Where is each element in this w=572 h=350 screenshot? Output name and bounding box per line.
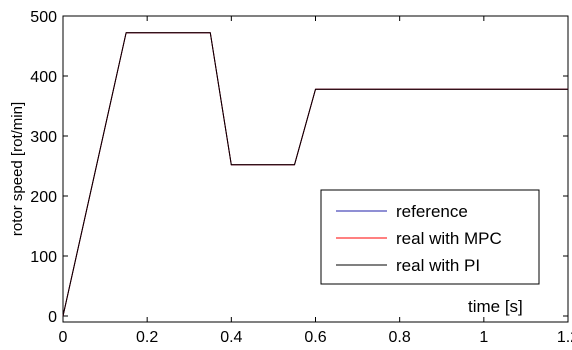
x-tick-label: 0: [59, 329, 68, 346]
series-layer: [62, 32, 568, 317]
x-axis: 0 0.2 0.4 0.6 0.8 1 1.2: [59, 16, 572, 346]
x-tick-label: 1.2: [557, 329, 572, 346]
legend-label-pi: real with PI: [396, 256, 480, 275]
legend-label-mpc: real with MPC: [396, 229, 502, 248]
series-line-pi: [62, 32, 568, 317]
x-axis-title: time [s]: [468, 297, 523, 316]
x-tick-label: 1: [479, 329, 488, 346]
legend: reference real with MPC real with PI: [320, 189, 540, 285]
x-tick-label: 0.4: [220, 329, 242, 346]
y-tick-label: 400: [30, 69, 57, 86]
x-tick-label: 0.6: [304, 329, 326, 346]
x-tick-label: 0.2: [136, 329, 158, 346]
y-tick-label: 100: [30, 249, 57, 266]
y-tick-label: 300: [30, 129, 57, 146]
legend-box: [320, 189, 540, 285]
y-axis-title: rotor speed [rot/min]: [9, 102, 26, 236]
x-tick-label: 0.8: [389, 329, 411, 346]
y-tick-label: 500: [30, 9, 57, 26]
y-axis: 0 100 200 300 400 500: [30, 9, 568, 326]
y-tick-label: 200: [30, 189, 57, 206]
legend-label-reference: reference: [396, 202, 468, 221]
y-tick-label: 0: [48, 309, 57, 326]
